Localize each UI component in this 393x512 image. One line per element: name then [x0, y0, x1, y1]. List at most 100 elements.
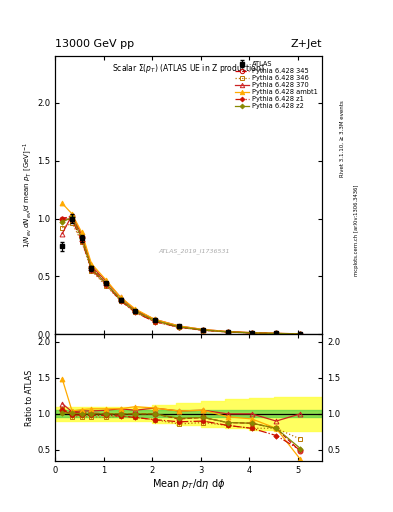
Pythia 6.428 ambt1 [250, 330, 254, 336]
Pythia 6.428 z1 [104, 282, 108, 288]
Pythia 6.428 ambt1 [70, 211, 74, 217]
Pythia 6.428 z1 [176, 324, 181, 330]
Pythia 6.428 346 [118, 297, 123, 304]
Pythia 6.428 370 [104, 278, 108, 284]
Pythia 6.428 z2 [89, 265, 94, 271]
Pythia 6.428 370 [298, 331, 303, 337]
Pythia 6.428 345 [89, 264, 94, 270]
Pythia 6.428 z2 [104, 281, 108, 287]
Pythia 6.428 346 [60, 225, 65, 231]
Pythia 6.428 z1 [225, 329, 230, 335]
Pythia 6.428 346 [274, 330, 279, 336]
Pythia 6.428 ambt1 [133, 306, 138, 312]
Pythia 6.428 346 [104, 283, 108, 289]
Pythia 6.428 345 [250, 330, 254, 336]
Pythia 6.428 346 [133, 309, 138, 315]
Pythia 6.428 z1 [118, 297, 123, 304]
Pythia 6.428 ambt1 [89, 261, 94, 267]
Pythia 6.428 z1 [201, 327, 206, 333]
Pythia 6.428 z2 [79, 235, 84, 241]
Pythia 6.428 z2 [274, 330, 279, 336]
Pythia 6.428 345 [70, 213, 74, 219]
Pythia 6.428 370 [250, 330, 254, 336]
Pythia 6.428 346 [89, 268, 94, 274]
Pythia 6.428 z1 [70, 217, 74, 223]
Pythia 6.428 z2 [133, 308, 138, 314]
Pythia 6.428 z2 [298, 331, 303, 337]
Pythia 6.428 z1 [152, 318, 157, 325]
Line: Pythia 6.428 370: Pythia 6.428 370 [60, 212, 303, 336]
Pythia 6.428 345 [225, 329, 230, 335]
Pythia 6.428 345 [274, 330, 279, 336]
X-axis label: Mean $p_T$/d$\eta$ d$\phi$: Mean $p_T$/d$\eta$ d$\phi$ [152, 477, 225, 492]
Text: Rivet 3.1.10, ≥ 3.3M events: Rivet 3.1.10, ≥ 3.3M events [340, 100, 345, 177]
Pythia 6.428 ambt1 [104, 277, 108, 283]
Pythia 6.428 z2 [250, 330, 254, 336]
Pythia 6.428 370 [79, 232, 84, 238]
Pythia 6.428 345 [79, 234, 84, 240]
Pythia 6.428 ambt1 [201, 327, 206, 333]
Text: mcplots.cern.ch [arXiv:1306.3436]: mcplots.cern.ch [arXiv:1306.3436] [354, 185, 359, 276]
Pythia 6.428 ambt1 [298, 331, 303, 337]
Pythia 6.428 z2 [225, 329, 230, 335]
Line: Pythia 6.428 345: Pythia 6.428 345 [60, 214, 303, 336]
Pythia 6.428 z1 [60, 216, 65, 222]
Pythia 6.428 z1 [133, 309, 138, 315]
Pythia 6.428 370 [118, 294, 123, 301]
Pythia 6.428 370 [89, 263, 94, 269]
Line: Pythia 6.428 ambt1: Pythia 6.428 ambt1 [60, 201, 303, 336]
Line: Pythia 6.428 z2: Pythia 6.428 z2 [61, 216, 302, 336]
Text: Scalar $\Sigma(p_T)$ (ATLAS UE in Z production): Scalar $\Sigma(p_T)$ (ATLAS UE in Z prod… [112, 62, 265, 75]
Pythia 6.428 z2 [152, 317, 157, 324]
Line: Pythia 6.428 z1: Pythia 6.428 z1 [61, 217, 302, 336]
Text: 13000 GeV pp: 13000 GeV pp [55, 38, 134, 49]
Y-axis label: $1/N_{ev}\ dN_{ev}/d\ \mathrm{mean}\ p_T\ [\mathrm{GeV}]^{-1}$: $1/N_{ev}\ dN_{ev}/d\ \mathrm{mean}\ p_T… [22, 142, 34, 248]
Pythia 6.428 346 [79, 239, 84, 245]
Pythia 6.428 370 [152, 316, 157, 323]
Pythia 6.428 ambt1 [274, 330, 279, 336]
Pythia 6.428 370 [201, 327, 206, 333]
Pythia 6.428 346 [225, 329, 230, 335]
Text: Z+Jet: Z+Jet [291, 38, 322, 49]
Pythia 6.428 z2 [70, 215, 74, 221]
Pythia 6.428 370 [176, 323, 181, 329]
Line: Pythia 6.428 346: Pythia 6.428 346 [60, 221, 303, 336]
Pythia 6.428 345 [60, 216, 65, 222]
Pythia 6.428 ambt1 [79, 229, 84, 236]
Pythia 6.428 346 [70, 220, 74, 226]
Pythia 6.428 z1 [274, 331, 279, 337]
Pythia 6.428 345 [104, 281, 108, 287]
Pythia 6.428 z2 [118, 296, 123, 303]
Y-axis label: Ratio to ATLAS: Ratio to ATLAS [25, 370, 34, 425]
Pythia 6.428 346 [250, 330, 254, 336]
Pythia 6.428 370 [225, 328, 230, 334]
Pythia 6.428 345 [201, 327, 206, 333]
Pythia 6.428 370 [274, 330, 279, 336]
Pythia 6.428 345 [298, 331, 303, 337]
Pythia 6.428 345 [118, 296, 123, 303]
Pythia 6.428 ambt1 [60, 200, 65, 206]
Pythia 6.428 345 [152, 317, 157, 324]
Pythia 6.428 ambt1 [225, 328, 230, 334]
Pythia 6.428 346 [176, 325, 181, 331]
Pythia 6.428 346 [152, 318, 157, 325]
Text: ATLAS_2019_I1736531: ATLAS_2019_I1736531 [158, 248, 230, 254]
Pythia 6.428 z1 [89, 266, 94, 272]
Legend: ATLAS, Pythia 6.428 345, Pythia 6.428 346, Pythia 6.428 370, Pythia 6.428 ambt1,: ATLAS, Pythia 6.428 345, Pythia 6.428 34… [233, 60, 319, 110]
Pythia 6.428 z2 [60, 219, 65, 225]
Pythia 6.428 z1 [250, 330, 254, 336]
Pythia 6.428 z1 [298, 331, 303, 337]
Pythia 6.428 z2 [176, 324, 181, 330]
Pythia 6.428 370 [70, 212, 74, 218]
Pythia 6.428 z1 [79, 238, 84, 244]
Pythia 6.428 345 [133, 308, 138, 314]
Pythia 6.428 ambt1 [118, 294, 123, 301]
Pythia 6.428 370 [133, 307, 138, 313]
Pythia 6.428 ambt1 [152, 316, 157, 323]
Pythia 6.428 370 [60, 230, 65, 237]
Pythia 6.428 346 [298, 331, 303, 337]
Pythia 6.428 345 [176, 324, 181, 330]
Pythia 6.428 z2 [201, 327, 206, 333]
Pythia 6.428 ambt1 [176, 323, 181, 329]
Pythia 6.428 346 [201, 327, 206, 333]
